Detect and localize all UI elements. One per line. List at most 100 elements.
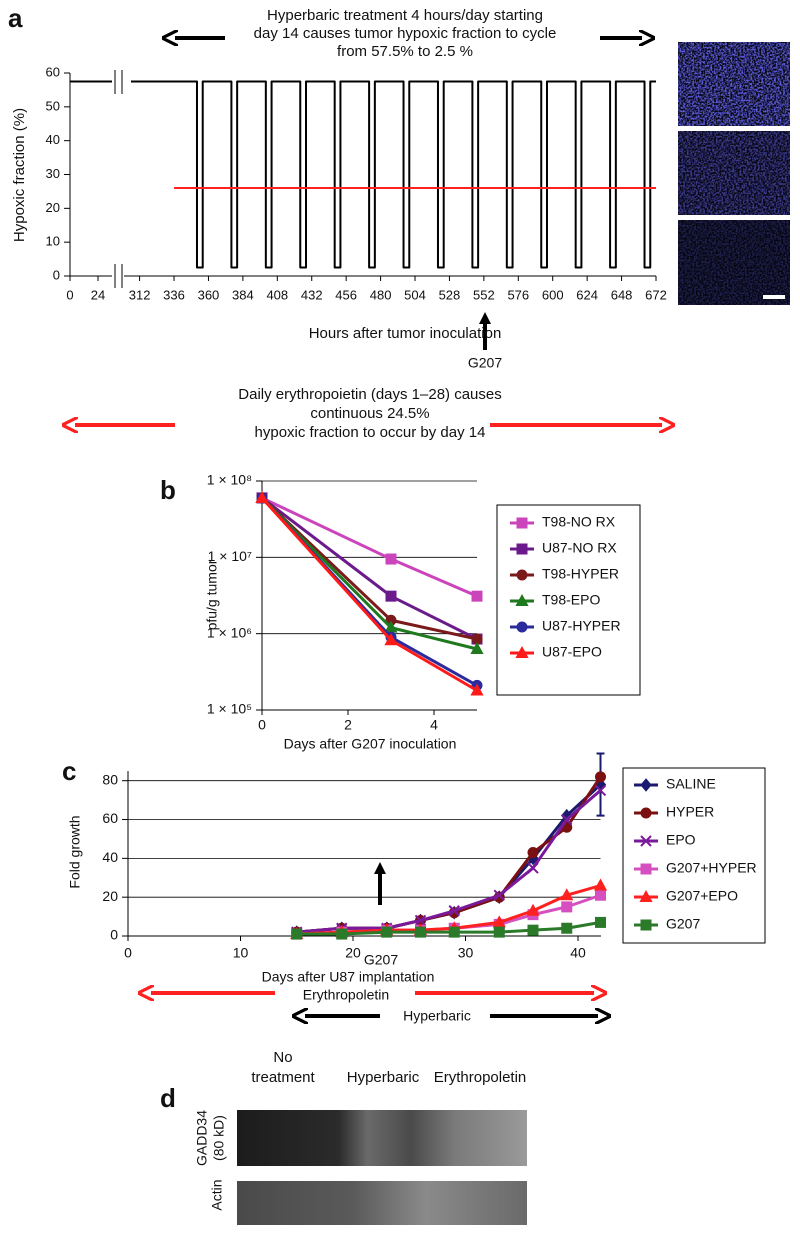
lane-label: Hyperbaric bbox=[347, 1069, 420, 1086]
marker bbox=[471, 590, 483, 602]
x-tick-label: 40 bbox=[570, 945, 586, 961]
legend-marker bbox=[515, 645, 529, 658]
y-tick-label: 60 bbox=[102, 810, 118, 826]
x-tick-label: 600 bbox=[542, 287, 564, 302]
x-axis-title: Days after G207 inoculation bbox=[284, 736, 457, 752]
annotation: Hyperbaric treatment 4 hours/day startin… bbox=[267, 7, 543, 24]
marker bbox=[448, 905, 460, 917]
marker bbox=[527, 862, 539, 874]
blot-band bbox=[237, 1181, 527, 1225]
annotation: Erythropoletin bbox=[303, 987, 389, 1003]
y-tick-label: 1 × 10⁷ bbox=[208, 548, 252, 564]
panel-label: b bbox=[160, 475, 176, 505]
legend-marker bbox=[516, 569, 528, 581]
legend-marker bbox=[640, 778, 652, 792]
y-tick-label: 1 × 10⁵ bbox=[207, 701, 252, 717]
panel-label: a bbox=[8, 3, 23, 33]
annotation: continuous 24.5% bbox=[310, 405, 429, 422]
legend-box bbox=[496, 504, 641, 696]
legend-label: U87-HYPER bbox=[542, 618, 621, 634]
marker bbox=[385, 590, 397, 602]
arrow-label: G207 bbox=[364, 952, 398, 968]
x-tick-label: 312 bbox=[129, 287, 151, 302]
micrograph-stain bbox=[678, 131, 790, 215]
micrograph-stain bbox=[678, 42, 790, 126]
x-tick-label: 480 bbox=[370, 287, 392, 302]
y-tick-label: 1 × 10⁶ bbox=[207, 624, 252, 640]
y-tick-label: 40 bbox=[102, 849, 118, 865]
lane-label: treatment bbox=[251, 1069, 315, 1086]
marker bbox=[527, 847, 539, 859]
x-tick-label: 504 bbox=[404, 287, 426, 302]
blot-band bbox=[237, 1110, 527, 1166]
y-tick-label: 0 bbox=[110, 927, 118, 943]
y-tick-label: 60 bbox=[46, 64, 60, 79]
arrow-label: G207 bbox=[468, 355, 502, 371]
marker bbox=[415, 926, 426, 938]
legend-marker bbox=[639, 889, 653, 902]
x-tick-label: 672 bbox=[645, 287, 667, 302]
marker bbox=[526, 903, 540, 916]
data-line bbox=[70, 80, 656, 269]
x-tick-label: 24 bbox=[91, 287, 105, 302]
y-tick-label: 80 bbox=[102, 771, 118, 787]
y-tick-label: 40 bbox=[46, 132, 60, 147]
y-tick-label: 20 bbox=[102, 888, 118, 904]
x-tick-label: 528 bbox=[439, 287, 461, 302]
marker bbox=[448, 926, 460, 938]
y-tick-label: 1 × 10⁸ bbox=[207, 472, 252, 488]
legend-label: HYPER bbox=[666, 804, 714, 820]
legend-label: T98-NO RX bbox=[542, 514, 616, 530]
annotation: hypoxic fraction to occur by day 14 bbox=[255, 424, 486, 441]
marker bbox=[595, 771, 606, 783]
marker bbox=[385, 553, 397, 565]
legend-label: EPO bbox=[666, 832, 696, 848]
x-tick-label: 384 bbox=[232, 287, 254, 302]
x-tick-label: 336 bbox=[163, 287, 185, 302]
lane-label: No bbox=[273, 1049, 292, 1066]
x-tick-label: 0 bbox=[66, 287, 73, 302]
legend-label: U87-NO RX bbox=[542, 540, 617, 556]
annotation: Hyperbaric bbox=[403, 1008, 471, 1024]
marker bbox=[561, 901, 573, 913]
marker bbox=[381, 926, 393, 938]
legend-marker bbox=[640, 919, 652, 931]
x-axis-title: Days after U87 implantation bbox=[262, 969, 435, 985]
x-tick-label: 552 bbox=[473, 287, 495, 302]
marker bbox=[595, 889, 606, 901]
x-tick-label: 432 bbox=[301, 287, 323, 302]
x-tick-label: 456 bbox=[335, 287, 357, 302]
marker bbox=[414, 914, 427, 927]
y-tick-label: 50 bbox=[46, 98, 60, 113]
y-axis-title: Fold growth bbox=[67, 815, 83, 888]
marker bbox=[336, 928, 348, 940]
marker bbox=[470, 641, 484, 654]
row-label: GADD34 bbox=[194, 1110, 210, 1166]
marker bbox=[595, 916, 606, 928]
x-tick-label: 2 bbox=[344, 717, 352, 733]
marker bbox=[384, 633, 398, 646]
marker bbox=[493, 889, 505, 901]
x-tick-label: 648 bbox=[611, 287, 633, 302]
x-tick-label: 624 bbox=[576, 287, 598, 302]
x-tick-label: 30 bbox=[458, 945, 474, 961]
marker bbox=[527, 924, 539, 936]
row-label: Actin bbox=[209, 1179, 225, 1210]
y-tick-label: 10 bbox=[46, 234, 60, 249]
marker bbox=[561, 922, 573, 934]
marker bbox=[291, 928, 303, 940]
y-tick-label: 20 bbox=[46, 200, 60, 215]
x-tick-label: 360 bbox=[198, 287, 220, 302]
legend-label: G207+HYPER bbox=[666, 860, 757, 876]
y-axis-title: Hypoxic fraction (%) bbox=[11, 108, 28, 242]
x-tick-label: 4 bbox=[430, 717, 438, 733]
marker bbox=[561, 813, 573, 826]
x-axis-title: Hours after tumor inoculation bbox=[309, 325, 502, 342]
panel-label: c bbox=[62, 756, 76, 786]
legend-marker bbox=[516, 517, 528, 529]
x-tick-label: 0 bbox=[258, 717, 266, 733]
legend-label: T98-EPO bbox=[542, 592, 600, 608]
x-tick-label: 10 bbox=[233, 945, 249, 961]
legend-label: U87-EPO bbox=[542, 644, 602, 660]
y-tick-label: 0 bbox=[53, 267, 60, 282]
